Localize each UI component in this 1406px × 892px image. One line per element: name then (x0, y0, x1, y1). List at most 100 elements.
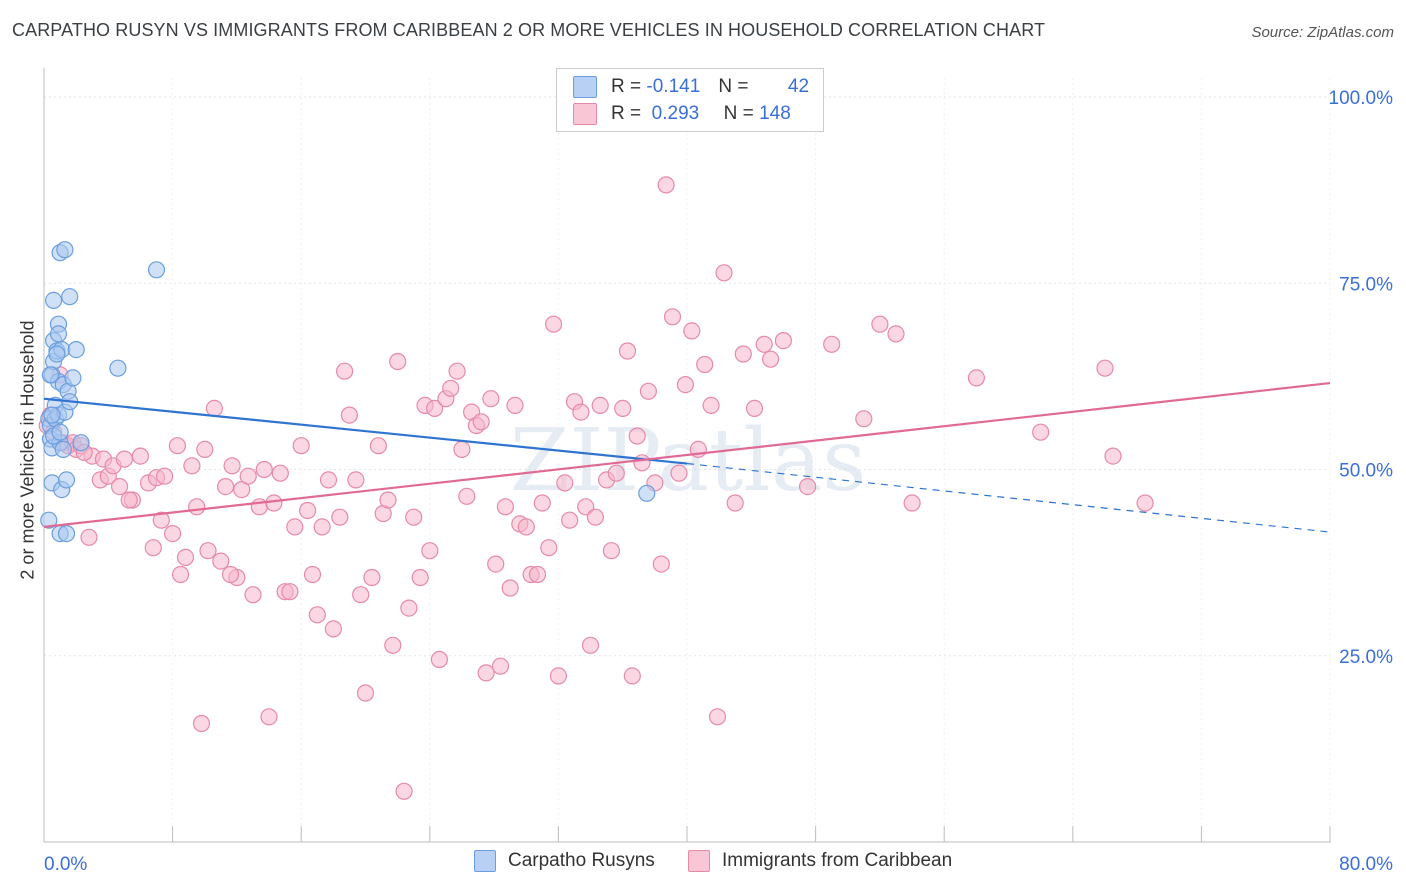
point-carpatho-rusyn (48, 345, 66, 363)
point-caribbean (260, 708, 278, 726)
point-caribbean (496, 498, 514, 516)
point-caribbean (286, 518, 304, 536)
legend-n-label: N = (718, 76, 749, 97)
y-tick-label: 50.0% (1339, 461, 1393, 482)
point-caribbean (726, 494, 744, 512)
point-carpatho-rusyn (57, 471, 76, 489)
point-carpatho-rusyn (67, 341, 85, 359)
point-caribbean (176, 548, 195, 567)
point-caribbean (400, 599, 418, 617)
data-points (38, 176, 1154, 800)
point-caribbean (734, 345, 752, 363)
point-carpatho-rusyn (54, 440, 72, 458)
point-carpatho-rusyn (61, 288, 79, 306)
point-caribbean (313, 518, 331, 536)
point-caribbean (755, 335, 773, 353)
point-caribbean (183, 457, 201, 475)
point-caribbean (395, 782, 413, 800)
point-caribbean (131, 447, 149, 465)
legend-n-value: 42 (787, 76, 810, 97)
point-carpatho-rusyn (57, 524, 76, 543)
point-caribbean (255, 460, 273, 479)
point-carpatho-rusyn (49, 325, 68, 343)
point-caribbean (120, 491, 138, 509)
point-caribbean (591, 396, 609, 414)
point-caribbean (628, 427, 646, 445)
watermark: ZIPatlas (510, 411, 866, 511)
point-caribbean (887, 325, 905, 343)
point-caribbean (544, 315, 563, 333)
point-caribbean (472, 413, 490, 431)
point-caribbean (506, 396, 524, 414)
series-legend-item-blue: Carpatho Rusyns (474, 850, 655, 872)
legend-r-value: -0.141 (646, 76, 701, 97)
point-caribbean (745, 399, 764, 417)
point-caribbean (379, 491, 397, 509)
series-legend-item-pink: Immigrants from Caribbean (688, 850, 952, 872)
point-caribbean (115, 450, 134, 468)
point-caribbean (389, 352, 407, 371)
series-name-pink: Immigrants from Caribbean (722, 850, 953, 871)
correlation-legend: R = -0.141 N = 42 R = 0.293 N = 148 (556, 68, 824, 132)
legend-n-label: N = (723, 103, 754, 124)
series-swatch-blue (474, 850, 496, 872)
point-caribbean (761, 350, 780, 368)
y-tick-label: 75.0% (1339, 274, 1393, 295)
point-caribbean (212, 552, 230, 570)
point-caribbean (308, 606, 326, 624)
point-caribbean (458, 487, 476, 505)
point-caribbean (152, 511, 170, 529)
point-caribbean (281, 583, 299, 601)
point-caribbean (199, 542, 217, 560)
point-caribbean (319, 471, 338, 489)
trend-line-carpatho-rusyn-extension (686, 462, 1331, 533)
point-caribbean (80, 528, 98, 546)
point-caribbean (967, 369, 986, 387)
point-carpatho-rusyn (43, 406, 61, 424)
point-carpatho-rusyn (41, 366, 60, 384)
point-caribbean (702, 396, 720, 414)
point-caribbean (572, 403, 590, 421)
trend-line-carpatho-rusyn (43, 397, 688, 465)
point-caribbean (1096, 359, 1114, 377)
point-carpatho-rusyn (109, 359, 127, 377)
axes (43, 68, 1331, 843)
point-caribbean (487, 555, 505, 573)
point-caribbean (652, 555, 670, 573)
point-caribbean (223, 457, 241, 475)
point-caribbean (798, 478, 817, 496)
point-caribbean (340, 406, 358, 424)
point-caribbean (715, 264, 733, 282)
point-caribbean (369, 437, 387, 455)
chart-source: Source: ZipAtlas.com (1251, 24, 1394, 41)
y-tick-label: 100.0% (1329, 88, 1394, 109)
point-caribbean (144, 539, 162, 557)
trend-line-caribbean (43, 381, 1331, 528)
point-caribbean (683, 322, 701, 340)
legend-r-label: R = (611, 103, 642, 124)
x-tick-label: 0.0% (44, 854, 87, 875)
point-carpatho-rusyn (72, 434, 90, 452)
point-caribbean (384, 636, 402, 654)
point-caribbean (172, 565, 190, 584)
point-caribbean (271, 464, 289, 482)
point-caribbean (324, 620, 342, 638)
point-caribbean (265, 494, 283, 512)
point-caribbean (477, 664, 495, 682)
point-caribbean (192, 714, 211, 733)
point-caribbean (639, 382, 658, 400)
point-caribbean (491, 657, 510, 675)
point-caribbean (164, 524, 182, 543)
point-caribbean (110, 478, 129, 496)
point-caribbean (1136, 494, 1154, 512)
point-caribbean (581, 636, 600, 654)
point-caribbean (217, 478, 235, 496)
point-caribbean (614, 399, 632, 417)
chart-title: CARPATHO RUSYN VS IMMIGRANTS FROM CARIBB… (12, 20, 1046, 40)
point-caribbean (708, 708, 727, 726)
point-caribbean (871, 315, 889, 333)
point-caribbean (528, 565, 547, 584)
point-caribbean (411, 568, 429, 587)
point-caribbean (607, 464, 625, 482)
